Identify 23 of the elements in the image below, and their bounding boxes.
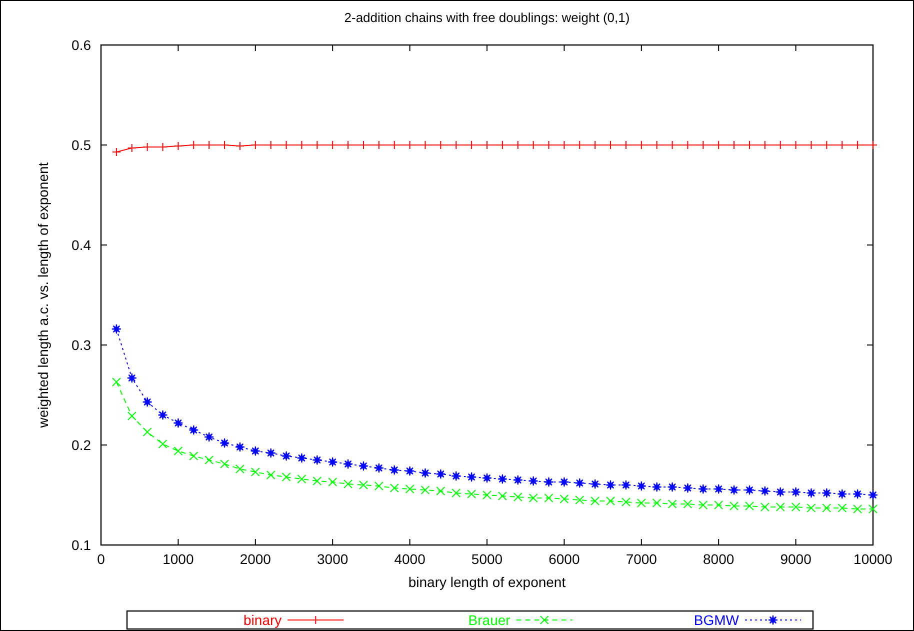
y-axis-title: weighted length a.c. vs. length of exponent xyxy=(35,162,51,429)
y-tick-label: 0.2 xyxy=(72,437,92,453)
y-tick-label: 0.6 xyxy=(72,37,92,53)
x-axis-title: binary length of exponent xyxy=(408,574,566,590)
x-tick-label: 3000 xyxy=(317,551,348,567)
y-tick-label: 0.3 xyxy=(72,337,92,353)
y-tick-label: 0.1 xyxy=(72,537,92,553)
legend-label: binary xyxy=(244,612,282,628)
legend-label: BGMW xyxy=(694,612,740,628)
x-tick-label: 1000 xyxy=(162,551,194,567)
x-tick-label: 9000 xyxy=(780,551,812,567)
x-tick-label: 7000 xyxy=(626,551,658,567)
legend-label: Brauer xyxy=(468,612,511,628)
x-tick-label: 10000 xyxy=(854,551,893,567)
x-tick-label: 5000 xyxy=(471,551,503,567)
y-tick-label: 0.5 xyxy=(72,137,92,153)
x-tick-label: 2000 xyxy=(240,551,272,567)
x-tick-label: 4000 xyxy=(394,551,426,567)
x-tick-label: 8000 xyxy=(703,551,734,567)
x-tick-label: 6000 xyxy=(548,551,580,567)
x-tick-label: 0 xyxy=(97,551,106,567)
y-tick-label: 0.4 xyxy=(72,237,92,253)
chart-title: 2-addition chains with free doublings: weight (0,1) xyxy=(344,10,630,25)
